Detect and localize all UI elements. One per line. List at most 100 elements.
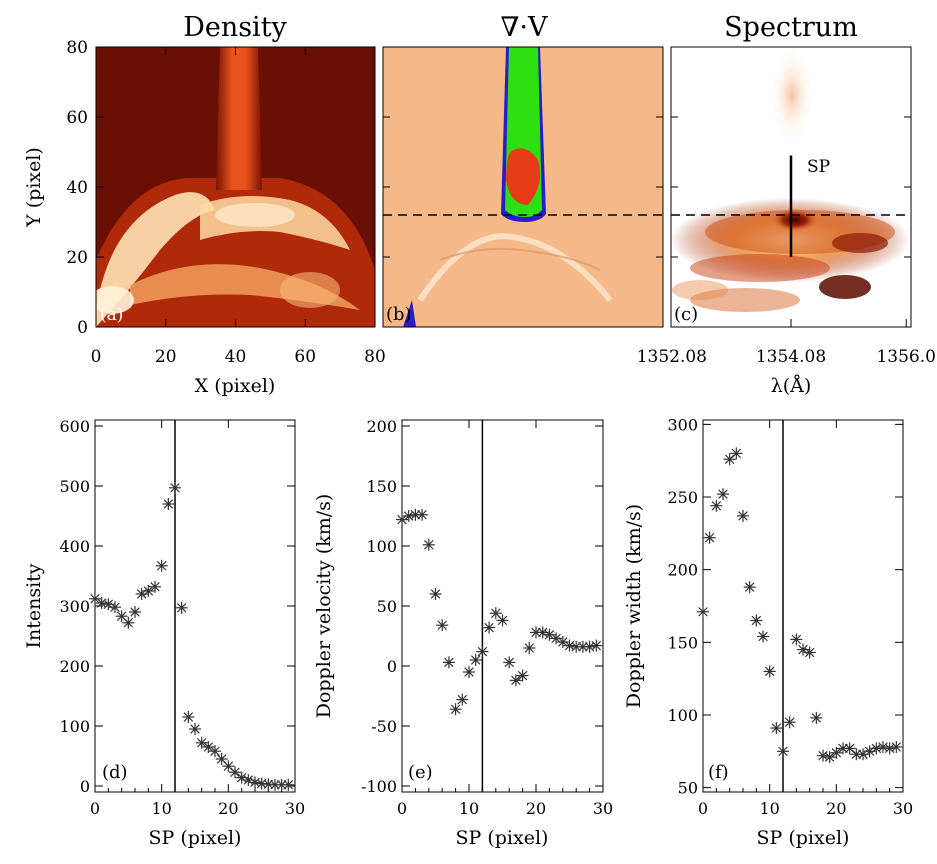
panel-a-ytick-label: 60 (66, 108, 88, 128)
panel-e-point (456, 693, 469, 706)
panel-d-point (202, 741, 215, 753)
top-row-axes: 0 20 40 60 80 0 20 40 60 80 1352.08 1354.08 1356.0 (66, 38, 936, 367)
panel-f-point (717, 488, 729, 501)
panel-f-point (737, 509, 749, 522)
panel-f-point (750, 614, 763, 627)
panel-c-sp-annotation: SP (807, 157, 830, 177)
panel-d-point (182, 711, 195, 723)
panel-f-ylabel: Doppler width (km/s) (623, 504, 645, 708)
panel-f-point (790, 633, 803, 646)
panel-d-ytick-label: 400 (59, 537, 90, 556)
panel-f-point (703, 531, 716, 544)
panel-e-point (509, 674, 522, 687)
panel-f-xtick-label: 10 (759, 799, 779, 818)
panel-e-point (442, 656, 455, 669)
panel-label-f: (f) (708, 762, 729, 783)
panel-f-frame (702, 419, 904, 793)
panel-d-point (109, 601, 121, 614)
panel-f-point (697, 605, 709, 618)
panel-e-point (429, 588, 442, 600)
panel-e-ytick-label: 0 (387, 657, 397, 676)
panel-f-point (810, 711, 823, 724)
panel-e-ytick-label: 100 (366, 537, 397, 556)
panel-e-point (496, 614, 509, 627)
panel-e-ylabel: Doppler velocity (km/s) (313, 494, 335, 719)
panel-e-point (503, 656, 516, 669)
panel-c-spectrum-image (671, 47, 911, 327)
panel-d-point (149, 580, 161, 593)
panel-c-xlabel: λ(Å) (771, 375, 812, 397)
panel-f-point (783, 716, 796, 729)
panel-c-xtick-label: 1352.08 (637, 347, 707, 367)
panel-d-point (129, 606, 141, 618)
panel-e-point (396, 513, 408, 526)
panel-e-point (436, 619, 449, 632)
panel-f-ytick-label: 250 (667, 488, 698, 507)
panel-e-point (483, 621, 496, 634)
panel-f-point (850, 748, 863, 761)
panel-e-point (570, 640, 583, 653)
panel-d-point (229, 766, 241, 779)
panel-e-ytick-label: 200 (366, 417, 397, 436)
panel-a-xtick-label: 80 (364, 347, 386, 367)
panel-d-frame (94, 419, 296, 793)
panel-e-point (543, 628, 556, 641)
panel-e-point (523, 642, 536, 654)
panel-e-ytick-label: 50 (377, 597, 397, 616)
panel-d-ytick-label: 600 (59, 417, 90, 436)
panel-d-point (89, 592, 101, 605)
panel-d-xtick-label: 0 (90, 799, 100, 818)
panel-d-xtick-label: 10 (151, 799, 171, 818)
panel-label-d: (d) (102, 762, 128, 783)
panel-f-point (830, 746, 843, 759)
panel-a-ytick-label: 40 (66, 178, 88, 198)
panel-label-e: (e) (408, 762, 433, 783)
panel-f-xtick-label: 20 (826, 799, 846, 818)
panel-f-point (770, 722, 783, 735)
panel-e-ytick-label: -50 (371, 717, 397, 736)
panel-d-point (209, 745, 221, 758)
panel-e-point (563, 639, 576, 652)
panel-f-ytick-label: 50 (678, 779, 698, 798)
panel-a-ytick-label: 20 (66, 248, 88, 268)
panel-e-xtick-label: 10 (459, 799, 479, 818)
panel-c-xtick-label: 1354.08 (756, 347, 826, 367)
panel-e-point (556, 636, 569, 648)
panel-e-frame (401, 419, 604, 793)
panel-d-ytick-label: 500 (59, 477, 90, 496)
panel-f-doppler-width: 0 10 20 30 50 100 150 200 250 300 (667, 415, 913, 818)
panel-e-point (422, 538, 435, 551)
panel-a-xlabel: X (pixel) (195, 375, 276, 397)
panel-a-xtick-label: 0 (91, 347, 102, 367)
panel-a-density-image (96, 47, 375, 327)
panel-d-point (162, 498, 175, 510)
panel-a-xtick-label: 40 (225, 347, 247, 367)
panel-d-xtick-label: 20 (218, 799, 238, 818)
panel-f-point (777, 745, 789, 758)
panel-e-xlabel: SP (pixel) (456, 827, 549, 849)
panel-f-ytick-label: 300 (667, 415, 698, 434)
panel-f-point (763, 665, 776, 678)
panel-label-b: (b) (386, 304, 412, 325)
panel-d-point (95, 597, 108, 609)
panel-f-point (730, 447, 743, 460)
panel-f-point (757, 630, 769, 643)
panel-a-xtick-label: 60 (294, 347, 316, 367)
panel-e-doppler-velocity: 0 10 20 30 -100 -50 0 50 100 150 200 (361, 417, 613, 818)
panel-f-point (723, 453, 736, 466)
panel-d-xtick-label: 30 (285, 799, 305, 818)
panel-e-point (476, 645, 489, 658)
panel-e-xtick-label: 30 (593, 799, 613, 818)
panel-d-point (255, 777, 268, 790)
panel-f-point (803, 646, 816, 659)
panel-d-point (155, 559, 168, 572)
panel-d-ytick-label: 300 (59, 597, 90, 616)
panel-f-point (823, 751, 836, 764)
panel-e-point (416, 508, 429, 521)
panel-e-xtick-label: 20 (526, 799, 546, 818)
panel-f-point (743, 581, 756, 594)
panel-f-xtick-label: 30 (893, 799, 913, 818)
title-spectrum: Spectrum (724, 12, 858, 43)
panel-a-ytick-label: 0 (77, 318, 88, 338)
